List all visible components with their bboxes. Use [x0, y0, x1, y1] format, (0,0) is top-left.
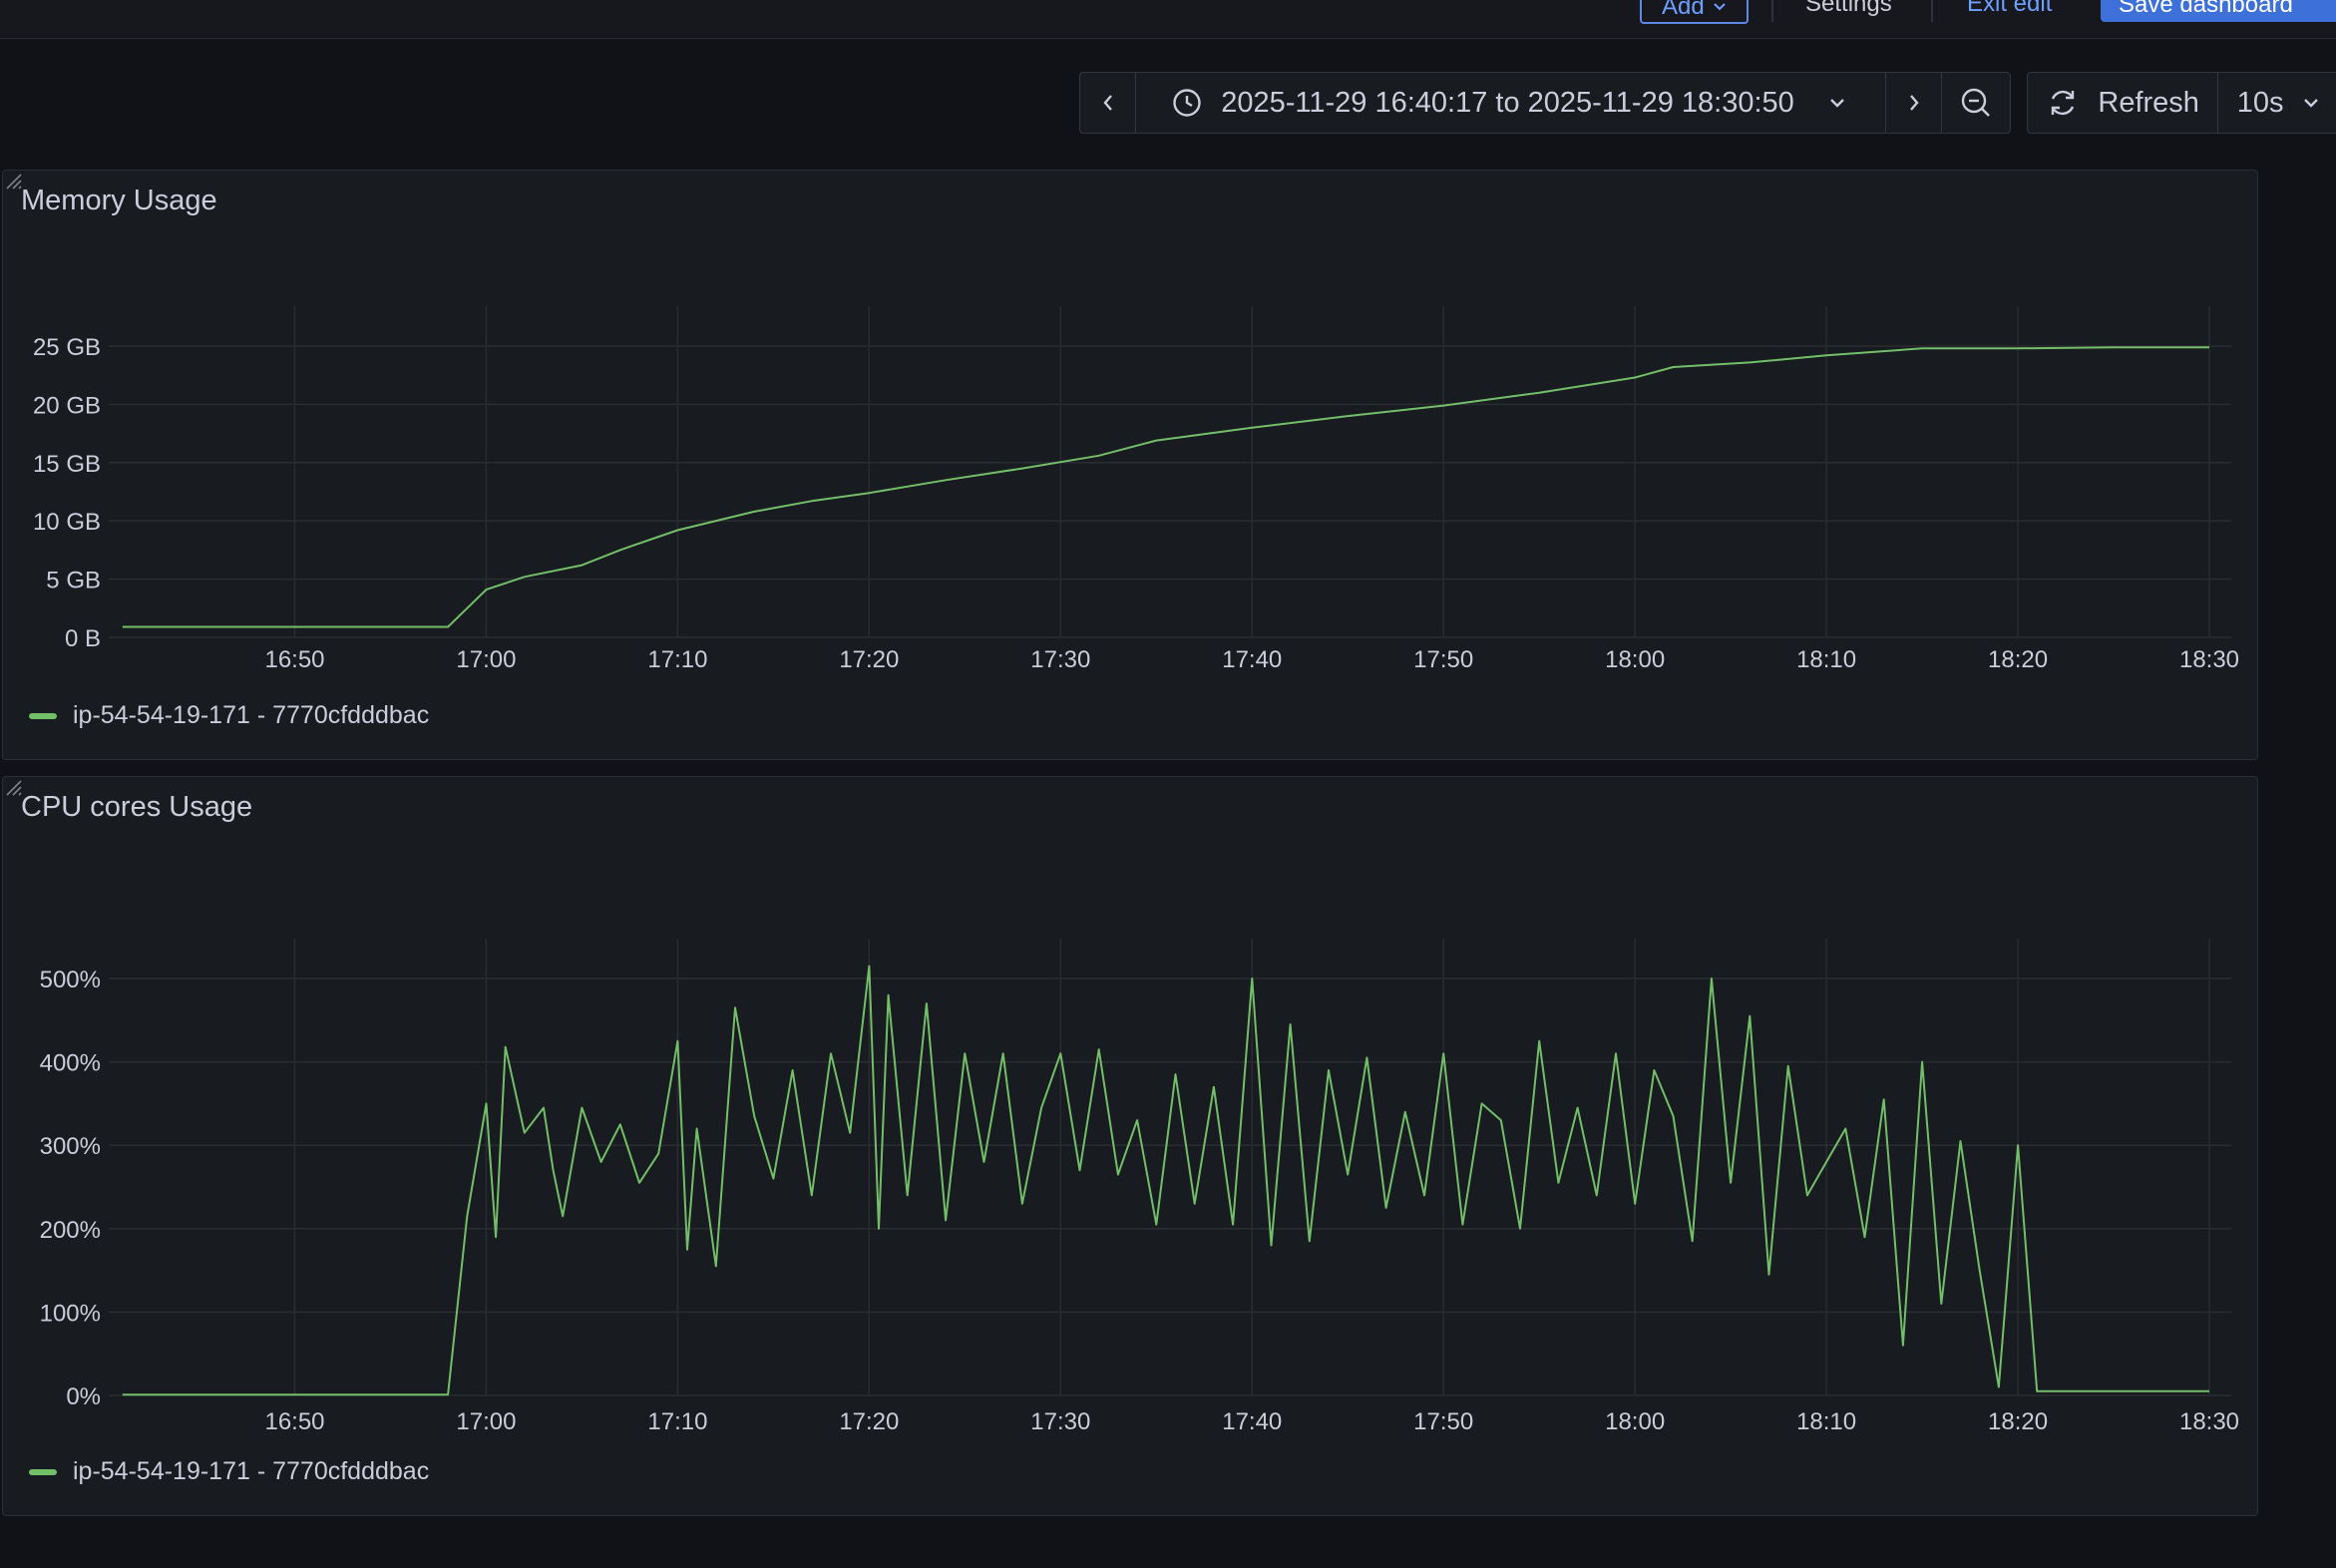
zoom-out-button[interactable] — [1942, 73, 2010, 133]
chevron-right-icon — [1909, 95, 1919, 111]
chevron-down-icon — [2303, 99, 2318, 108]
x-tick-label: 17:10 — [647, 646, 707, 673]
x-tick-label: 17:30 — [1030, 646, 1090, 673]
time-range-button[interactable]: 2025-11-29 16:40:17 to 2025-11-29 18:30:… — [1136, 73, 1886, 133]
add-label: Add — [1662, 0, 1705, 20]
legend-swatch — [29, 1468, 57, 1475]
x-tick-label: 18:10 — [1796, 646, 1856, 673]
exit-edit-button[interactable]: Exit edit — [1967, 0, 2053, 17]
clock-icon — [1173, 89, 1201, 117]
y-tick-label: 400% — [40, 1050, 101, 1077]
y-tick-label: 15 GB — [33, 451, 101, 478]
time-range-text: 2025-11-29 16:40:17 to 2025-11-29 18:30:… — [1221, 86, 1794, 119]
x-tick-label: 18:30 — [2179, 646, 2239, 673]
chevron-left-icon — [1102, 95, 1112, 111]
series-line — [122, 965, 2209, 1396]
dashboard-toolbar: Add Settings Exit edit Save dashboard — [0, 0, 2336, 39]
x-tick-label: 18:20 — [1988, 646, 2048, 673]
x-tick-label: 16:50 — [264, 1408, 324, 1435]
y-tick-label: 0% — [66, 1383, 101, 1410]
y-tick-label: 25 GB — [33, 334, 101, 361]
refresh-picker: Refresh 10s — [2027, 72, 2336, 134]
x-tick-label: 17:50 — [1413, 1408, 1473, 1435]
time-forward-button[interactable] — [1886, 73, 1942, 133]
cpu-cores-usage-chart: 0% 100% 200% 300% 400% 500% 16:50 17:00 17:10 17:… — [40, 939, 2239, 1435]
y-tick-label: 10 GB — [33, 509, 101, 536]
zoom-out-icon — [1961, 88, 1990, 117]
y-tick-label: 0 B — [65, 625, 101, 652]
refresh-icon — [2052, 90, 2075, 116]
refresh-button[interactable]: Refresh — [2028, 73, 2219, 133]
resize-handle-icon[interactable] — [3, 777, 23, 797]
x-tick-label: 16:50 — [264, 646, 324, 673]
y-tick-label: 500% — [40, 967, 101, 993]
refresh-label: Refresh — [2098, 86, 2199, 119]
add-button[interactable]: Add — [1640, 0, 1749, 24]
x-tick-label: 18:00 — [1605, 646, 1665, 673]
x-tick-label: 18:00 — [1605, 1408, 1665, 1435]
memory-usage-panel: Memory Usage 0 B 5 GB 10 GB 15 GB 20 GB 25 GB… — [2, 170, 2258, 760]
x-tick-label: 18:20 — [1988, 1408, 2048, 1435]
x-tick-label: 17:40 — [1222, 1408, 1282, 1435]
x-tick-label: 17:50 — [1413, 646, 1473, 673]
x-tick-label: 17:10 — [647, 1408, 707, 1435]
x-tick-label: 17:20 — [839, 1408, 899, 1435]
resize-handle-icon[interactable] — [3, 171, 23, 191]
legend-item[interactable]: ip-54-54-19-171 - 7770cfdddbac — [29, 1457, 429, 1486]
x-tick-label: 18:10 — [1796, 1408, 1856, 1435]
legend-label: ip-54-54-19-171 - 7770cfdddbac — [73, 1457, 430, 1485]
series-line — [122, 346, 2209, 628]
time-back-button[interactable] — [1080, 73, 1136, 133]
x-tick-label: 17:00 — [456, 646, 516, 673]
y-tick-label: 100% — [40, 1300, 101, 1327]
refresh-interval-value: 10s — [2236, 86, 2284, 119]
cpu-cores-usage-panel: CPU cores Usage 0% 100% 200% 300% 400% 500% 16… — [2, 776, 2258, 1516]
memory-usage-chart: 0 B 5 GB 10 GB 15 GB 20 GB 25 GB 16:50 17:00 17:… — [33, 306, 2239, 673]
x-tick-label: 17:40 — [1222, 646, 1282, 673]
y-tick-label: 300% — [40, 1133, 101, 1160]
toolbar-divider — [1931, 0, 1933, 22]
settings-button[interactable]: Settings — [1805, 0, 1892, 17]
x-tick-label: 17:20 — [839, 646, 899, 673]
y-tick-label: 20 GB — [33, 392, 101, 419]
refresh-interval-select[interactable]: 10s — [2218, 73, 2336, 133]
legend-item[interactable]: ip-54-54-19-171 - 7770cfdddbac — [29, 701, 429, 730]
save-dashboard-button[interactable]: Save dashboard — [2101, 0, 2336, 22]
chevron-down-icon — [1713, 3, 1726, 11]
x-tick-label: 17:30 — [1030, 1408, 1090, 1435]
y-tick-label: 5 GB — [46, 568, 101, 594]
x-tick-label: 18:30 — [2179, 1408, 2239, 1435]
chevron-down-icon — [1829, 99, 1844, 108]
legend-label: ip-54-54-19-171 - 7770cfdddbac — [73, 701, 430, 729]
y-tick-label: 200% — [40, 1217, 101, 1244]
panel-title: CPU cores Usage — [21, 791, 253, 823]
time-range-picker: 2025-11-29 16:40:17 to 2025-11-29 18:30:… — [1079, 72, 2011, 134]
x-tick-label: 17:00 — [456, 1408, 516, 1435]
legend-swatch — [29, 712, 57, 719]
panel-title: Memory Usage — [21, 185, 217, 216]
toolbar-divider — [1771, 0, 1773, 22]
